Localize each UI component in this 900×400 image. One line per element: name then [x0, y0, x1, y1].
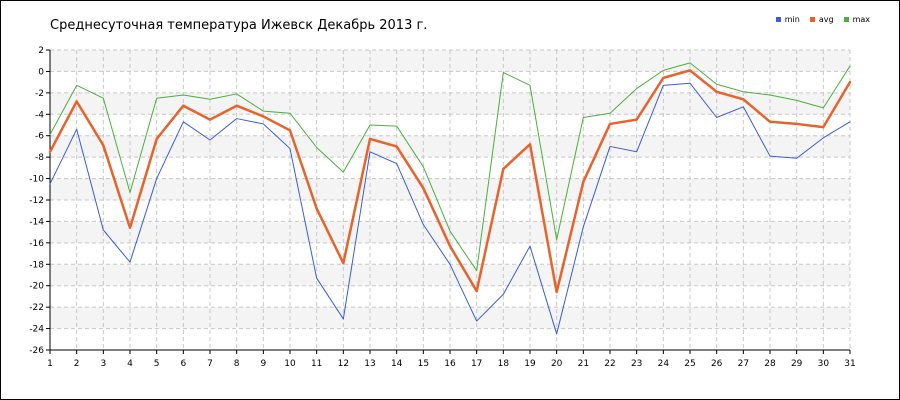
y-tick-label: -8 — [35, 153, 44, 163]
legend-label-avg: avg — [818, 15, 834, 24]
x-tick-label: 29 — [791, 359, 803, 369]
y-tick-label: -4 — [35, 110, 44, 120]
y-tick-label: -18 — [29, 260, 44, 270]
y-tick-label: -26 — [29, 346, 44, 356]
x-tick-label: 8 — [234, 359, 240, 369]
legend-swatch-min — [775, 17, 781, 22]
x-tick-label: 5 — [154, 359, 160, 369]
y-tick-label: -6 — [35, 132, 44, 142]
y-tick-label: -10 — [29, 175, 44, 185]
x-tick-label: 11 — [311, 359, 322, 369]
x-tick-label: 31 — [844, 359, 855, 369]
x-tick-label: 24 — [658, 359, 670, 369]
legend-item-min: min — [775, 15, 800, 24]
x-tick-label: 20 — [551, 359, 563, 369]
y-tick-label: -2 — [35, 89, 44, 99]
y-tick-label: -22 — [29, 303, 44, 313]
legend-label-min: min — [784, 15, 800, 24]
x-tick-label: 3 — [100, 359, 106, 369]
series-line-min — [49, 82, 851, 335]
series-line-avg — [48, 69, 852, 294]
x-tick-label: 1 — [47, 359, 53, 369]
y-tick-label: -12 — [29, 196, 44, 206]
x-tick-label: 10 — [284, 359, 296, 369]
x-tick-label: 30 — [818, 359, 830, 369]
x-tick-label: 25 — [684, 359, 695, 369]
legend-swatch-max — [843, 17, 849, 22]
x-tick-label: 2 — [74, 359, 80, 369]
x-tick-label: 17 — [471, 359, 482, 369]
x-tick-label: 21 — [578, 359, 589, 369]
x-tick-label: 12 — [338, 359, 349, 369]
y-tick-label: 2 — [38, 46, 44, 56]
chart-title: Среднесуточная температура Ижевск Декабр… — [50, 18, 428, 33]
x-tick-label: 27 — [738, 359, 749, 369]
x-tick-label: 9 — [260, 359, 266, 369]
x-tick-label: 19 — [524, 359, 536, 369]
x-tick-label: 13 — [364, 359, 375, 369]
series-line-max — [49, 62, 851, 272]
x-tick-label: 16 — [444, 359, 456, 369]
legend-item-avg: avg — [809, 15, 834, 24]
x-tick-label: 26 — [711, 359, 723, 369]
y-tick-label: -24 — [29, 325, 44, 335]
y-tick-label: -20 — [29, 282, 44, 292]
legend-item-max: max — [843, 15, 870, 24]
x-tick-label: 28 — [764, 359, 776, 369]
x-tick-label: 22 — [604, 359, 615, 369]
x-tick-label: 14 — [391, 359, 403, 369]
x-tick-label: 7 — [207, 359, 213, 369]
y-tick-label: -16 — [29, 239, 44, 249]
chart-legend: min avg max — [766, 15, 870, 24]
grid-band — [50, 178, 850, 200]
x-tick-label: 4 — [127, 359, 133, 369]
grid-band — [50, 135, 850, 158]
y-tick-label: 0 — [38, 67, 44, 77]
x-tick-label: 18 — [498, 359, 510, 369]
x-tick-label: 6 — [180, 359, 186, 369]
x-tick-label: 15 — [418, 359, 429, 369]
x-tick-label: 23 — [631, 359, 642, 369]
legend-label-max: max — [852, 15, 870, 24]
legend-swatch-avg — [809, 17, 815, 22]
y-tick-label: -14 — [29, 217, 44, 227]
